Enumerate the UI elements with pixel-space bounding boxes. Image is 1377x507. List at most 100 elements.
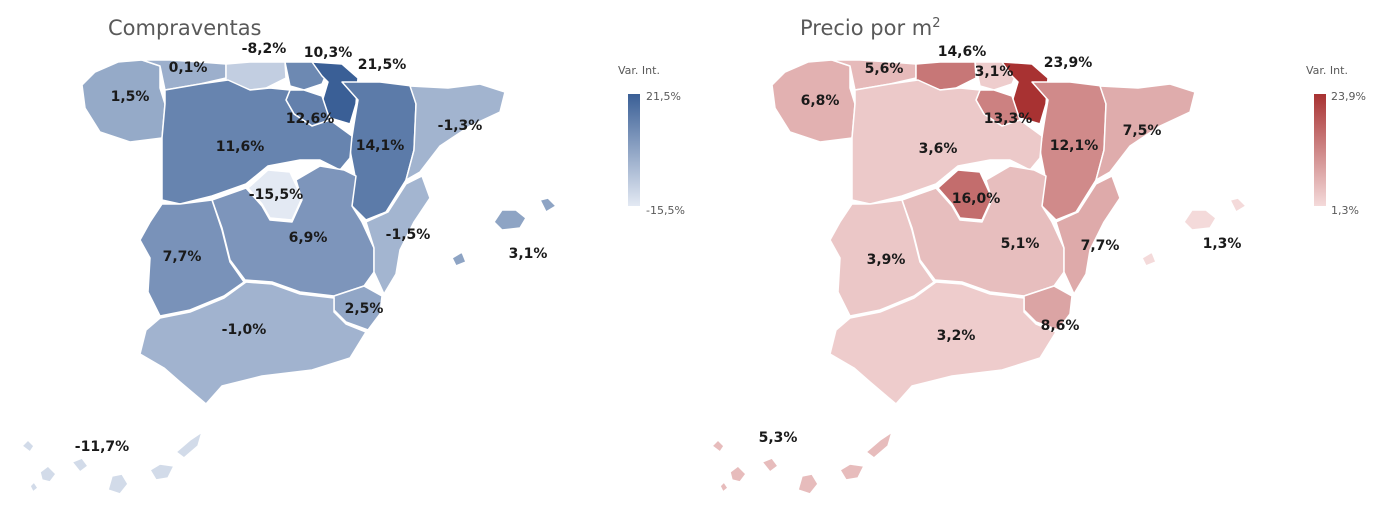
region-shape-extremadura	[139, 199, 245, 317]
region-canarias	[21, 431, 203, 495]
region-label-andalucia: -1,0%	[222, 322, 267, 338]
region-shape-baleares	[1141, 251, 1157, 267]
region-murcia	[333, 285, 383, 331]
region-shape-cataluna	[1095, 83, 1196, 181]
region-label-galicia: 6,8%	[801, 93, 840, 109]
region-label-cantabria: 14,6%	[938, 44, 987, 60]
region-shape-madrid	[247, 169, 303, 221]
region-valencia	[1055, 175, 1121, 295]
region-shape-valencia	[365, 175, 431, 295]
region-label-la-rioja: 13,3%	[984, 111, 1033, 127]
region-navarra	[1001, 61, 1049, 125]
region-label-castilla-la-mancha: 5,1%	[1001, 236, 1040, 252]
legend-title: Var. Int.	[1306, 64, 1348, 77]
region-shape-canarias	[729, 465, 747, 483]
region-label-baleares: 1,3%	[1203, 236, 1242, 252]
region-label-aragon: 14,1%	[356, 138, 405, 154]
region-shape-canarias	[839, 463, 865, 481]
region-castilla-leon	[851, 79, 1043, 205]
region-label-canarias: 5,3%	[759, 430, 798, 446]
legend-title: Var. Int.	[618, 64, 660, 77]
map-title: Compraventas	[108, 16, 262, 40]
region-castilla-la-mancha	[211, 165, 375, 297]
region-castilla-leon	[161, 79, 353, 205]
region-murcia	[1023, 285, 1073, 331]
region-valencia	[365, 175, 431, 295]
region-shape-castilla-la-mancha	[211, 165, 375, 297]
region-label-andalucia: 3,2%	[937, 328, 976, 344]
region-label-galicia: 1,5%	[111, 89, 150, 105]
region-label-canarias: -11,7%	[75, 439, 129, 455]
region-shape-murcia	[1023, 285, 1073, 331]
region-shape-baleares	[493, 209, 527, 231]
region-label-pais-vasco: 3,1%	[975, 64, 1014, 80]
region-shape-extremadura	[829, 199, 935, 317]
region-label-valencia: -1,5%	[386, 227, 431, 243]
legend-color-scale	[1314, 94, 1326, 206]
region-label-madrid: -15,5%	[249, 187, 303, 203]
region-shape-canarias	[865, 431, 893, 459]
region-label-asturias: 5,6%	[865, 61, 904, 77]
region-shape-castilla-leon	[161, 79, 353, 205]
region-cataluna	[405, 83, 506, 181]
region-label-castilla-leon: 11,6%	[216, 139, 265, 155]
region-label-murcia: 2,5%	[345, 301, 384, 317]
region-shape-andalucia	[139, 281, 367, 405]
region-shape-canarias	[39, 465, 57, 483]
map-title: Precio por m2	[800, 16, 941, 40]
region-andalucia	[139, 281, 367, 405]
region-label-castilla-la-mancha: 6,9%	[289, 230, 328, 246]
region-shape-cataluna	[405, 83, 506, 181]
map-canvas: 6,8% 5,6% 14,6% 3,1% 23,9% 13,3% 12,1% 7,5% 3,6%…	[711, 44, 1247, 495]
region-shape-valencia	[1055, 175, 1121, 295]
precio-m2-map: Precio por m2 6,8% 5,6% 14,6% 3,1% 23,9% 13,3…	[690, 0, 1377, 507]
region-shape-canarias	[761, 457, 779, 473]
region-baleares	[451, 197, 557, 267]
region-shape-canarias	[21, 439, 35, 453]
legend-min-label: 1,3%	[1331, 204, 1359, 217]
region-shape-canarias	[175, 431, 203, 459]
region-shape-baleares	[1183, 209, 1217, 231]
legend-color-scale	[628, 94, 640, 206]
region-label-valencia: 7,7%	[1081, 238, 1120, 254]
region-navarra	[311, 61, 359, 125]
compraventas-map: Compraventas 1,5% 0,1% -8,2% 10,3% 21,5% 12,6…	[21, 16, 685, 495]
region-label-la-rioja: 12,6%	[286, 111, 335, 127]
map-canvas: 1,5% 0,1% -8,2% 10,3% 21,5% 12,6% 14,1% -1,3% 11…	[21, 41, 557, 495]
region-shape-canarias	[29, 481, 39, 493]
region-extremadura	[139, 199, 245, 317]
region-shape-navarra	[1001, 61, 1049, 125]
region-cataluna	[1095, 83, 1196, 181]
region-label-cataluna: 7,5%	[1123, 123, 1162, 139]
region-label-aragon: 12,1%	[1050, 138, 1099, 154]
region-castilla-la-mancha	[901, 165, 1065, 297]
region-madrid	[247, 169, 303, 221]
region-shape-baleares	[1229, 197, 1247, 213]
region-shape-baleares	[539, 197, 557, 213]
region-label-baleares: 3,1%	[509, 246, 548, 262]
region-canarias	[711, 431, 893, 495]
region-shape-murcia	[333, 285, 383, 331]
legend-max-label: 21,5%	[646, 90, 681, 103]
region-shape-castilla-la-mancha	[901, 165, 1065, 297]
legend-max-label: 23,9%	[1331, 90, 1366, 103]
region-label-asturias: 0,1%	[169, 60, 208, 76]
legend-min-label: -15,5%	[646, 204, 685, 217]
region-shape-canarias	[797, 473, 819, 495]
region-label-cantabria: -8,2%	[242, 41, 287, 57]
region-shape-canarias	[107, 473, 129, 495]
region-extremadura	[829, 199, 935, 317]
region-label-navarra: 23,9%	[1044, 55, 1093, 71]
region-shape-andalucia	[829, 281, 1057, 405]
region-andalucia	[829, 281, 1057, 405]
region-madrid	[937, 169, 993, 221]
region-label-madrid: 16,0%	[952, 191, 1001, 207]
region-shape-madrid	[937, 169, 993, 221]
region-label-extremadura: 3,9%	[867, 252, 906, 268]
region-shape-canarias	[719, 481, 729, 493]
region-label-pais-vasco: 10,3%	[304, 45, 353, 61]
region-baleares	[1141, 197, 1247, 267]
region-shape-canarias	[711, 439, 725, 453]
region-label-navarra: 21,5%	[358, 57, 407, 73]
region-label-cataluna: -1,3%	[438, 118, 483, 134]
